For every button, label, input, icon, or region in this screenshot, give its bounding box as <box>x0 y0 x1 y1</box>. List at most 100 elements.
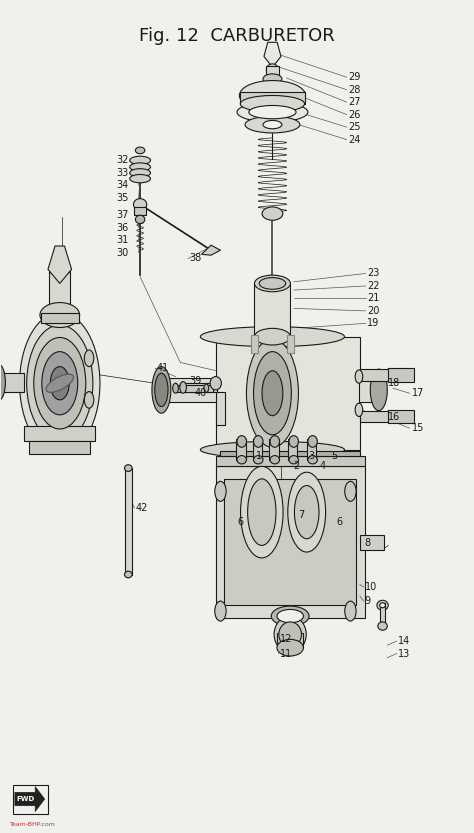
Ellipse shape <box>125 571 132 578</box>
Ellipse shape <box>136 215 145 223</box>
Ellipse shape <box>254 436 263 447</box>
Ellipse shape <box>50 367 69 400</box>
Bar <box>49 269 70 315</box>
Text: 32: 32 <box>117 156 129 166</box>
Text: Team-BHP.com: Team-BHP.com <box>10 822 56 827</box>
Ellipse shape <box>130 168 151 177</box>
Bar <box>220 451 360 456</box>
Text: 33: 33 <box>117 167 129 177</box>
Bar <box>161 378 217 402</box>
Text: 7: 7 <box>299 510 305 520</box>
Bar <box>360 369 393 381</box>
Ellipse shape <box>308 436 318 447</box>
Ellipse shape <box>155 373 168 407</box>
Bar <box>216 456 365 466</box>
Circle shape <box>355 403 363 416</box>
Ellipse shape <box>262 207 283 220</box>
Bar <box>360 411 393 422</box>
Ellipse shape <box>136 147 145 154</box>
Text: 31: 31 <box>117 235 129 245</box>
Ellipse shape <box>42 352 78 415</box>
Ellipse shape <box>263 121 282 129</box>
Ellipse shape <box>262 371 283 416</box>
Bar <box>388 410 414 423</box>
Text: 26: 26 <box>348 110 360 120</box>
Text: 10: 10 <box>365 582 377 592</box>
Polygon shape <box>48 246 72 283</box>
Ellipse shape <box>40 302 80 327</box>
Bar <box>0 373 24 392</box>
Text: 42: 42 <box>136 503 148 513</box>
Text: 5: 5 <box>331 451 338 461</box>
Ellipse shape <box>152 367 171 413</box>
Ellipse shape <box>308 456 318 464</box>
Ellipse shape <box>279 622 301 647</box>
Text: 40: 40 <box>194 388 207 398</box>
Ellipse shape <box>0 364 5 401</box>
Text: 41: 41 <box>156 363 169 373</box>
Text: 12: 12 <box>280 635 292 645</box>
Bar <box>224 479 356 606</box>
Bar <box>277 633 303 648</box>
Ellipse shape <box>255 328 291 345</box>
Ellipse shape <box>249 106 296 119</box>
Ellipse shape <box>378 622 387 631</box>
Text: 37: 37 <box>117 210 129 220</box>
Ellipse shape <box>134 198 147 210</box>
Text: 8: 8 <box>365 538 371 548</box>
Bar <box>216 337 360 450</box>
Text: 1: 1 <box>256 451 262 461</box>
Bar <box>236 439 246 460</box>
Ellipse shape <box>380 603 385 608</box>
Text: 25: 25 <box>348 122 361 132</box>
Ellipse shape <box>277 640 303 656</box>
Ellipse shape <box>245 117 300 133</box>
Ellipse shape <box>289 436 299 447</box>
Text: 36: 36 <box>117 222 129 232</box>
Ellipse shape <box>237 102 308 122</box>
Circle shape <box>215 481 226 501</box>
Ellipse shape <box>46 374 73 392</box>
Ellipse shape <box>263 74 282 84</box>
Ellipse shape <box>19 312 100 454</box>
Bar <box>216 392 225 425</box>
Ellipse shape <box>49 308 70 322</box>
Ellipse shape <box>270 436 280 447</box>
Bar <box>287 335 294 353</box>
Bar <box>380 603 385 626</box>
Bar <box>240 92 305 104</box>
Text: 30: 30 <box>117 247 129 257</box>
Bar <box>24 426 95 441</box>
Text: 24: 24 <box>348 135 360 145</box>
Ellipse shape <box>274 616 306 653</box>
Bar <box>216 466 365 618</box>
Ellipse shape <box>210 377 221 390</box>
Ellipse shape <box>125 465 132 471</box>
Circle shape <box>180 382 186 393</box>
Text: FWD: FWD <box>17 796 35 802</box>
Ellipse shape <box>49 262 70 276</box>
Polygon shape <box>15 786 45 811</box>
Ellipse shape <box>201 441 345 458</box>
Bar <box>269 439 279 460</box>
Bar <box>359 378 378 402</box>
Text: 19: 19 <box>367 318 379 328</box>
Text: 28: 28 <box>348 85 360 95</box>
Bar <box>307 439 317 460</box>
Bar <box>288 439 298 460</box>
Ellipse shape <box>370 369 387 411</box>
Ellipse shape <box>246 339 299 447</box>
Circle shape <box>355 370 363 383</box>
Text: 16: 16 <box>388 412 401 421</box>
Bar <box>255 283 291 337</box>
Ellipse shape <box>259 277 286 289</box>
Ellipse shape <box>247 479 276 546</box>
Bar <box>125 468 132 575</box>
Circle shape <box>345 601 356 621</box>
Text: 15: 15 <box>412 423 424 433</box>
Text: 22: 22 <box>367 281 380 291</box>
Bar <box>360 535 383 550</box>
Circle shape <box>345 481 356 501</box>
Text: 6: 6 <box>336 517 342 527</box>
Bar <box>266 66 279 76</box>
